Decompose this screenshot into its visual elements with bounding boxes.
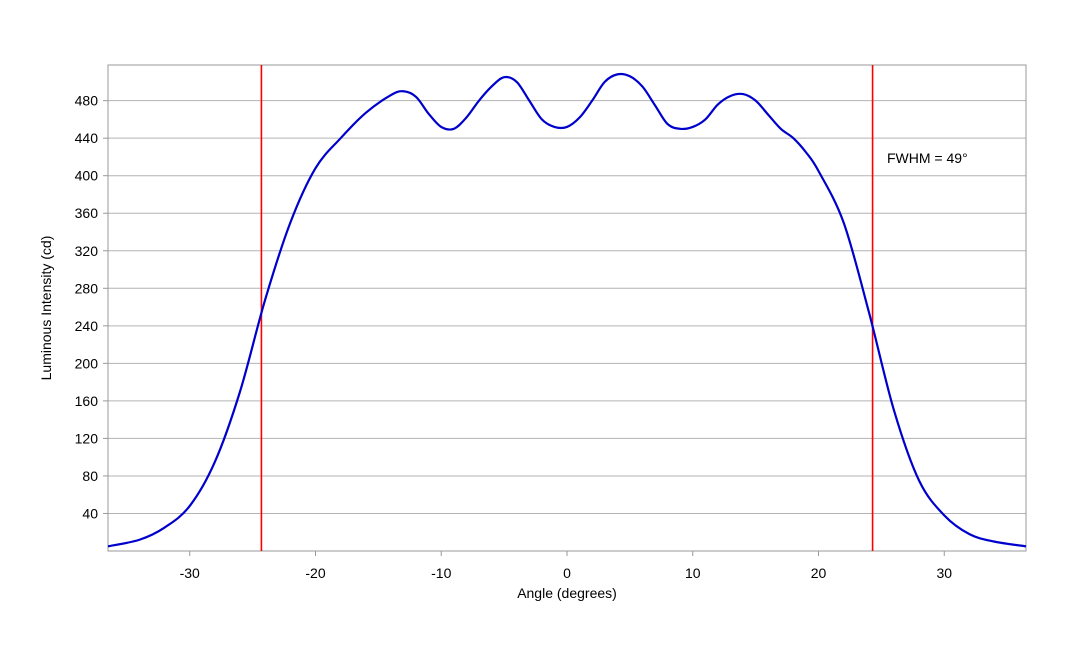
y-tick-label: 80 — [82, 468, 98, 484]
x-tick-label: 30 — [936, 565, 952, 581]
x-tick-label: 10 — [685, 565, 701, 581]
y-tick-label: 240 — [75, 318, 99, 334]
x-tick-labels: -30 -20 -10 0 10 20 30 — [180, 565, 953, 581]
x-tick-label: 20 — [811, 565, 827, 581]
plot-area-frame — [107, 64, 1027, 552]
y-tick-label: 40 — [82, 505, 98, 521]
x-tick-label: -30 — [180, 565, 200, 581]
y-tick-label: 320 — [75, 243, 99, 259]
x-tick-label: -10 — [431, 565, 451, 581]
y-tick-label: 120 — [75, 430, 99, 446]
y-tick-labels: 40 80 120 160 200 240 280 320 360 400 440 480 — [75, 93, 99, 522]
grid-layer — [103, 100, 1026, 556]
x-tick-label: 0 — [563, 565, 571, 581]
y-tick-label: 400 — [75, 168, 99, 184]
x-tick-label: -20 — [305, 565, 325, 581]
series-layer — [107, 72, 1027, 548]
y-axis-label: Luminous Intensity (cd) — [38, 236, 54, 381]
fwhm-markers — [260, 65, 874, 551]
y-tick-label: 160 — [75, 393, 99, 409]
y-tick-label: 440 — [75, 130, 99, 146]
intensity-curve — [107, 72, 1027, 548]
y-tick-label: 480 — [75, 93, 99, 109]
x-axis-label: Angle (degrees) — [517, 585, 617, 601]
y-tick-label: 280 — [75, 280, 99, 296]
y-tick-label: 200 — [75, 355, 99, 371]
fwhm-annotation: FWHM = 49° — [887, 150, 968, 166]
y-tick-label: 360 — [75, 205, 99, 221]
